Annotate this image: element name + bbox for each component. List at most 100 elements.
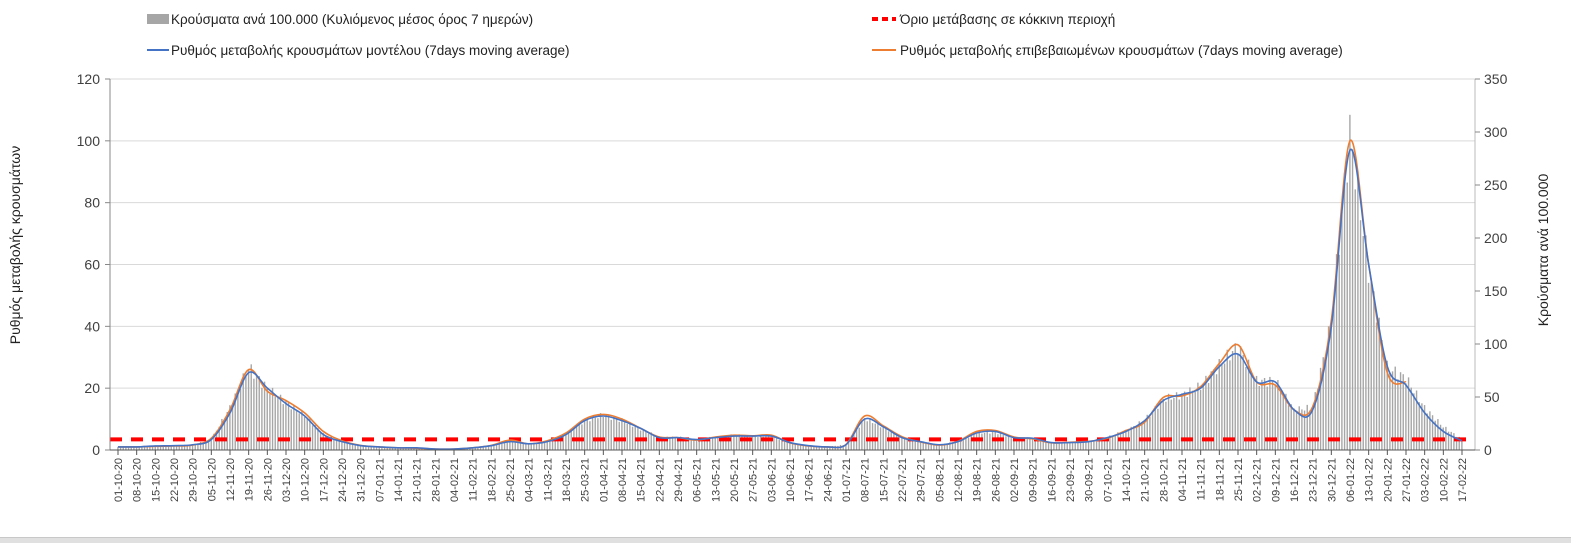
bar [767, 435, 770, 450]
right-y-tick-label: 250 [1484, 177, 1508, 193]
x-tick-label: 06-01-22 [1345, 458, 1357, 502]
bar [1106, 438, 1108, 450]
bar [1111, 435, 1114, 450]
bar [719, 437, 722, 450]
bar [997, 434, 999, 450]
bar [650, 432, 652, 450]
bar [1162, 398, 1164, 450]
bar [810, 445, 812, 450]
bar [1002, 434, 1004, 450]
bar [194, 444, 196, 450]
bar [1058, 441, 1060, 450]
bar [351, 443, 354, 450]
bar [557, 436, 559, 450]
bar [469, 447, 471, 450]
bar [122, 447, 124, 450]
bar [1282, 394, 1284, 450]
bar [1007, 435, 1010, 450]
bar [815, 446, 818, 450]
bar [861, 420, 863, 450]
bar [1042, 440, 1044, 450]
bar [698, 439, 700, 450]
bar [159, 446, 162, 450]
bar [162, 445, 164, 450]
bar [586, 418, 588, 450]
bar [1037, 438, 1039, 450]
bar [1247, 359, 1250, 450]
bar [1263, 377, 1266, 450]
bar [261, 387, 263, 450]
bar [1173, 397, 1175, 450]
bar [1311, 407, 1314, 450]
right-y-tick-label: 100 [1484, 336, 1508, 352]
bar [191, 444, 194, 450]
bar [301, 410, 303, 450]
x-tick-label: 15-10-20 [150, 458, 162, 502]
bar [1069, 443, 1071, 450]
bar [933, 443, 935, 450]
bar [482, 446, 484, 450]
bar [1325, 354, 1327, 450]
bar [325, 435, 327, 450]
bar [1090, 441, 1092, 450]
bar [965, 437, 967, 450]
bar [746, 435, 748, 450]
bar [298, 413, 300, 450]
bar [1154, 406, 1156, 450]
x-tick-label: 09-09-21 [1028, 458, 1040, 502]
bar [1293, 408, 1295, 450]
bar [1453, 433, 1455, 450]
left-y-tick-label: 80 [84, 195, 100, 211]
bar [1373, 291, 1375, 450]
bar [853, 433, 855, 450]
bar [522, 443, 524, 450]
bar [1226, 349, 1228, 450]
bar [647, 433, 650, 450]
bar [1053, 442, 1055, 450]
bar [1290, 404, 1292, 450]
bar [165, 445, 167, 450]
x-tick-label: 26-11-20 [262, 458, 274, 501]
x-tick-label: 31-12-20 [356, 458, 368, 502]
bar [1423, 405, 1426, 450]
bar [919, 440, 922, 450]
bar [1309, 410, 1311, 450]
bar [1202, 383, 1204, 450]
bar [242, 373, 244, 450]
bar [1098, 439, 1100, 450]
bar [1381, 340, 1383, 450]
bar [866, 421, 868, 450]
bar [1335, 254, 1338, 450]
bar [823, 446, 826, 450]
bar [765, 436, 767, 450]
bar [1277, 380, 1279, 450]
bar [559, 437, 562, 450]
bar [733, 435, 735, 450]
bar [119, 446, 122, 450]
x-tick-label: 24-12-20 [337, 458, 349, 502]
bar [957, 440, 959, 450]
bar [509, 442, 511, 450]
bar [879, 427, 882, 450]
bar [1410, 387, 1412, 450]
bar [679, 436, 682, 450]
bar [773, 436, 775, 450]
bar [1386, 360, 1388, 450]
x-tick-label: 18-03-21 [561, 458, 573, 502]
bar [1165, 401, 1167, 450]
bar [1415, 390, 1418, 450]
bar [578, 422, 580, 450]
bar [349, 443, 351, 450]
bar [533, 442, 535, 450]
bar [805, 445, 807, 450]
bar [1245, 367, 1247, 450]
bar [975, 434, 978, 450]
bar [237, 389, 239, 450]
bar [906, 437, 908, 450]
bar [1314, 392, 1316, 450]
bar [682, 438, 684, 450]
x-tick-label: 05-11-20 [206, 458, 218, 501]
bar [1077, 442, 1079, 450]
bar [525, 443, 527, 450]
